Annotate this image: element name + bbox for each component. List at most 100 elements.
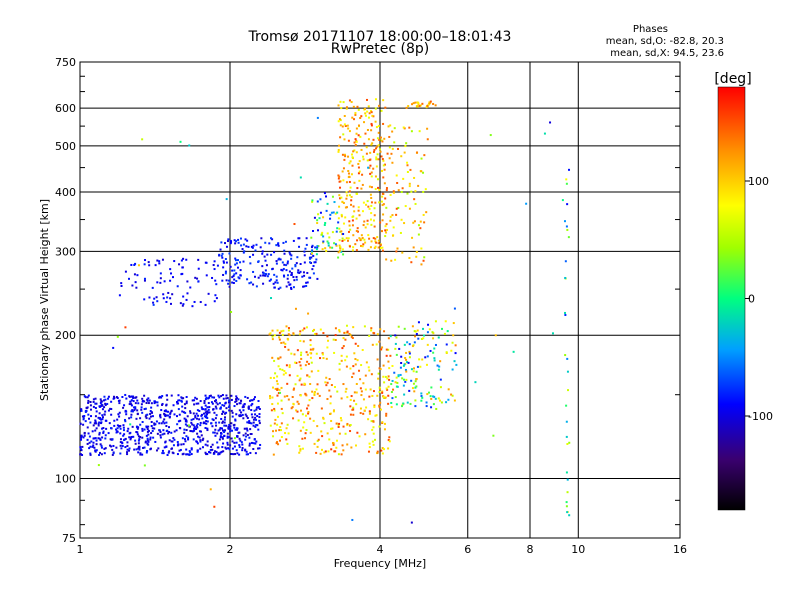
data-point [257, 260, 260, 263]
data-point [311, 200, 314, 203]
data-point [92, 437, 95, 440]
data-point [150, 424, 153, 427]
data-point [414, 202, 417, 205]
data-point [381, 452, 384, 455]
data-point [341, 170, 344, 173]
data-point [387, 348, 390, 351]
data-point [412, 382, 415, 385]
data-point [119, 427, 122, 430]
data-point [206, 410, 209, 413]
data-point [361, 245, 364, 248]
data-point [336, 390, 339, 393]
data-point [362, 398, 365, 401]
data-point [331, 441, 334, 444]
data-point [250, 422, 253, 425]
data-point [564, 313, 567, 316]
data-point [374, 120, 377, 123]
data-point [216, 432, 219, 435]
data-point [326, 432, 329, 435]
data-point [99, 438, 102, 441]
data-point [335, 230, 338, 233]
data-point [370, 240, 373, 243]
data-point [254, 416, 257, 419]
data-point [158, 429, 161, 432]
data-point [378, 388, 381, 391]
data-point [283, 275, 286, 278]
data-point [120, 284, 123, 287]
data-point [351, 249, 354, 252]
data-point [306, 281, 309, 284]
data-point [565, 505, 568, 508]
data-point [351, 337, 354, 340]
data-point [184, 423, 187, 426]
data-point [298, 451, 301, 454]
data-point [146, 442, 149, 445]
data-point [284, 432, 287, 435]
data-point [103, 395, 106, 398]
data-point [340, 359, 343, 362]
data-point [143, 279, 146, 282]
data-point [303, 261, 306, 264]
data-point [118, 294, 121, 297]
data-point [352, 372, 355, 375]
data-point [364, 388, 367, 391]
data-point [365, 146, 368, 149]
data-point [339, 180, 342, 183]
data-point [422, 213, 425, 216]
data-point [144, 407, 147, 410]
data-point [410, 261, 413, 264]
data-point [313, 392, 316, 395]
data-point [337, 251, 340, 254]
data-point [116, 335, 119, 338]
data-point [420, 157, 423, 160]
data-point [163, 413, 166, 416]
data-point [154, 440, 157, 443]
data-point [360, 115, 363, 118]
data-point [189, 411, 192, 414]
data-point [198, 409, 201, 412]
data-point [367, 105, 370, 108]
data-point [206, 417, 209, 420]
data-point [342, 337, 345, 340]
data-point [429, 349, 432, 352]
data-point [275, 380, 278, 383]
data-point [298, 245, 301, 248]
data-point [359, 407, 362, 410]
data-point [242, 417, 245, 420]
data-point [197, 414, 200, 417]
data-point [426, 393, 429, 396]
data-point [359, 412, 362, 415]
data-point [441, 327, 444, 330]
data-point [118, 411, 121, 414]
data-point [305, 243, 308, 246]
data-point [238, 409, 241, 412]
data-point [185, 448, 188, 451]
data-point [344, 432, 347, 435]
x-tick-label: 1 [77, 543, 84, 556]
data-point [382, 159, 385, 162]
data-point [342, 253, 345, 256]
data-point [328, 378, 331, 381]
data-point [377, 372, 380, 375]
data-point [409, 402, 412, 405]
data-point [207, 411, 210, 414]
data-point [261, 252, 264, 255]
data-point [267, 273, 270, 276]
data-point [438, 365, 441, 368]
data-point [279, 258, 282, 261]
data-point [204, 404, 207, 407]
data-point [288, 251, 291, 254]
data-point [244, 413, 247, 416]
data-point [115, 428, 118, 431]
data-point [193, 399, 196, 402]
data-point [391, 234, 394, 237]
data-point [224, 270, 227, 273]
data-point [130, 416, 133, 419]
data-point [342, 449, 345, 452]
data-point [376, 450, 379, 453]
data-point [310, 256, 313, 259]
data-point [166, 398, 169, 401]
data-point [141, 421, 144, 424]
data-point [368, 395, 371, 398]
data-point [381, 195, 384, 198]
